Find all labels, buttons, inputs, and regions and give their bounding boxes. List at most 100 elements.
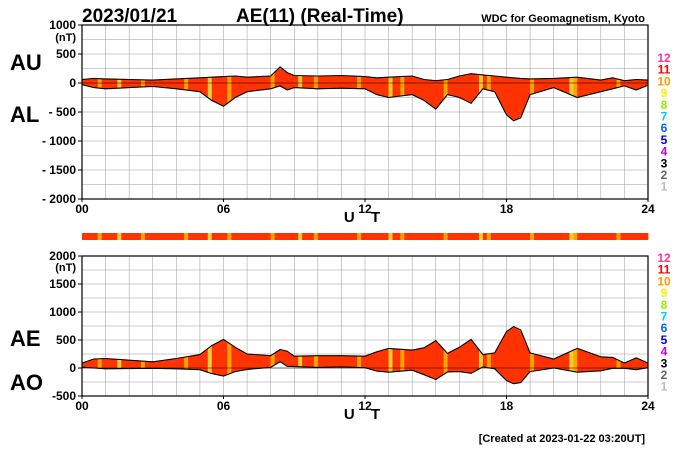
strip-segment (565, 233, 570, 240)
activity-slice (85, 360, 91, 368)
series-line-al (81, 84, 649, 122)
strip-segment (148, 233, 154, 240)
activity-slice (82, 79, 87, 86)
strip-segment (455, 233, 460, 240)
activity-slice (321, 355, 327, 368)
activity-slice (219, 339, 224, 377)
activity-slice (148, 80, 154, 87)
activity-slice (361, 76, 366, 89)
x-tick-label: 00 (75, 202, 89, 216)
activity-slice (235, 347, 240, 372)
activity-slice (317, 75, 323, 89)
x-tick-label: 18 (500, 399, 514, 413)
y-tick-label: - 1500 (42, 163, 76, 177)
activity-slice (286, 351, 291, 367)
x-tick-label: 24 (641, 399, 655, 413)
panel1-y-ticks: 1000 500 0 - 500 - 1000 - 1500 - 2000 (42, 18, 82, 206)
activity-slice (565, 351, 570, 371)
legend-entry: 8 (661, 98, 668, 112)
activity-slice (156, 360, 162, 369)
strip-segment (82, 233, 87, 240)
activity-slice (345, 75, 350, 89)
strip-segment (624, 233, 629, 240)
strip-segment (545, 233, 551, 240)
strip-segment (93, 233, 99, 240)
panel2-fill (82, 326, 649, 384)
strip-segment (612, 233, 617, 240)
activity-slice (211, 77, 217, 103)
activity-slice (427, 79, 433, 107)
activity-slice (585, 78, 590, 96)
activity-slice (376, 77, 382, 96)
activity-slice (640, 79, 645, 89)
strip-segment (207, 233, 213, 240)
strip-segment (502, 233, 507, 240)
activity-slice (247, 77, 252, 92)
activity-slice (537, 354, 543, 371)
strip-segment (372, 233, 378, 240)
activity-slice (396, 348, 401, 372)
activity-slice (251, 76, 256, 92)
activity-slice (482, 354, 488, 368)
activity-slice (140, 361, 146, 369)
activity-slice (412, 349, 417, 372)
x-tick-label: 06 (217, 202, 231, 216)
activity-slice (231, 344, 236, 374)
strip-segment (294, 233, 299, 240)
strip-segment (137, 233, 142, 240)
activity-slice (109, 79, 114, 89)
index-title: AE(11) (Real-Time) (236, 6, 404, 27)
activity-slice (349, 75, 354, 89)
activity-slice (400, 76, 405, 97)
activity-slice (518, 78, 523, 119)
strip-segment (243, 233, 248, 240)
activity-slice (266, 355, 272, 368)
legend-entry: 12 (657, 251, 671, 265)
legend-entry: 12 (657, 51, 671, 65)
activity-slice (463, 74, 468, 102)
strip-segment (616, 233, 621, 240)
activity-slice (144, 361, 150, 369)
activity-slice (490, 75, 496, 92)
panel1-fill (82, 68, 649, 121)
strip-segment (121, 233, 126, 240)
strip-segment (636, 233, 641, 240)
activity-slice (372, 77, 378, 95)
strip-segment (325, 233, 331, 240)
strip-segment (589, 233, 594, 240)
strip-segment (266, 233, 272, 240)
activity-slice (388, 348, 393, 373)
strip-segment (620, 233, 625, 240)
legend-entry: 6 (661, 121, 668, 135)
ao-label: AO (10, 370, 43, 395)
legend-entry: 4 (661, 345, 668, 359)
activity-slice (600, 356, 606, 371)
strip-segment (97, 233, 103, 240)
activity-slice (325, 75, 331, 89)
activity-slice (176, 357, 181, 369)
activity-slice (628, 359, 633, 370)
x-tick-label: 12 (358, 399, 372, 413)
activity-slice (589, 352, 594, 372)
strip-segment (357, 233, 362, 240)
strip-segment (180, 233, 185, 240)
activity-slice (510, 77, 515, 121)
activity-slice (408, 76, 413, 96)
activity-slice (235, 76, 240, 98)
activity-slice (361, 356, 366, 368)
activity-slice (573, 348, 578, 373)
legend-entry: 1 (661, 380, 668, 394)
legend-entry: 9 (661, 286, 668, 300)
strip-segment (557, 233, 562, 240)
activity-slice (581, 349, 586, 372)
activity-slice (526, 78, 531, 105)
activity-slice (545, 78, 551, 90)
y-tick-label: 1000 (49, 305, 76, 319)
panel2-x-label: U T (344, 406, 386, 423)
y-tick-label: 1500 (49, 277, 76, 291)
legend-entry: 7 (661, 110, 668, 124)
strip-segment (113, 233, 118, 240)
activity-slice (137, 360, 142, 369)
strip-segment (471, 233, 476, 240)
